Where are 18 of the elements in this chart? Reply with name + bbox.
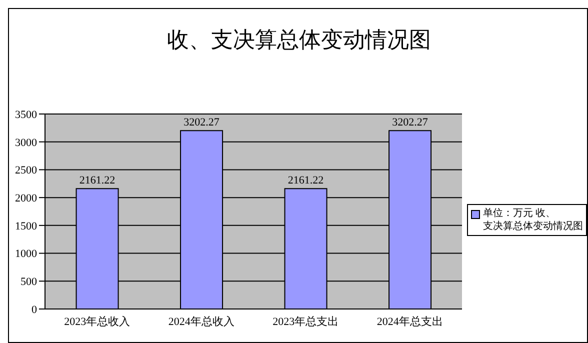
y-tick-label: 2000 [15,192,38,204]
y-tick-label: 2500 [15,164,38,177]
data-label: 3202.27 [392,116,428,129]
data-label: 2161.22 [79,174,116,187]
y-tick-label: 0 [32,304,38,316]
chart-title: 收、支决算总体变动情况图 [166,26,432,54]
x-tick-label: 2024年总支出 [376,314,443,328]
x-tick-label: 2023年总支出 [272,314,339,328]
y-tick-label: 3500 [15,108,38,121]
data-label: 3202.27 [184,116,220,129]
data-label: 2161.22 [288,174,324,187]
x-tick-label: 2023年总收入 [64,314,130,328]
y-tick-label: 1500 [15,220,38,232]
y-tick-label: 1000 [15,248,38,260]
y-tick-label: 500 [20,276,38,288]
x-tick-label: 2024年总收入 [168,314,234,328]
legend-label: 单位：万元 收、支决算总体变动情况图 [483,207,583,233]
y-tick-label: 3000 [15,136,38,149]
